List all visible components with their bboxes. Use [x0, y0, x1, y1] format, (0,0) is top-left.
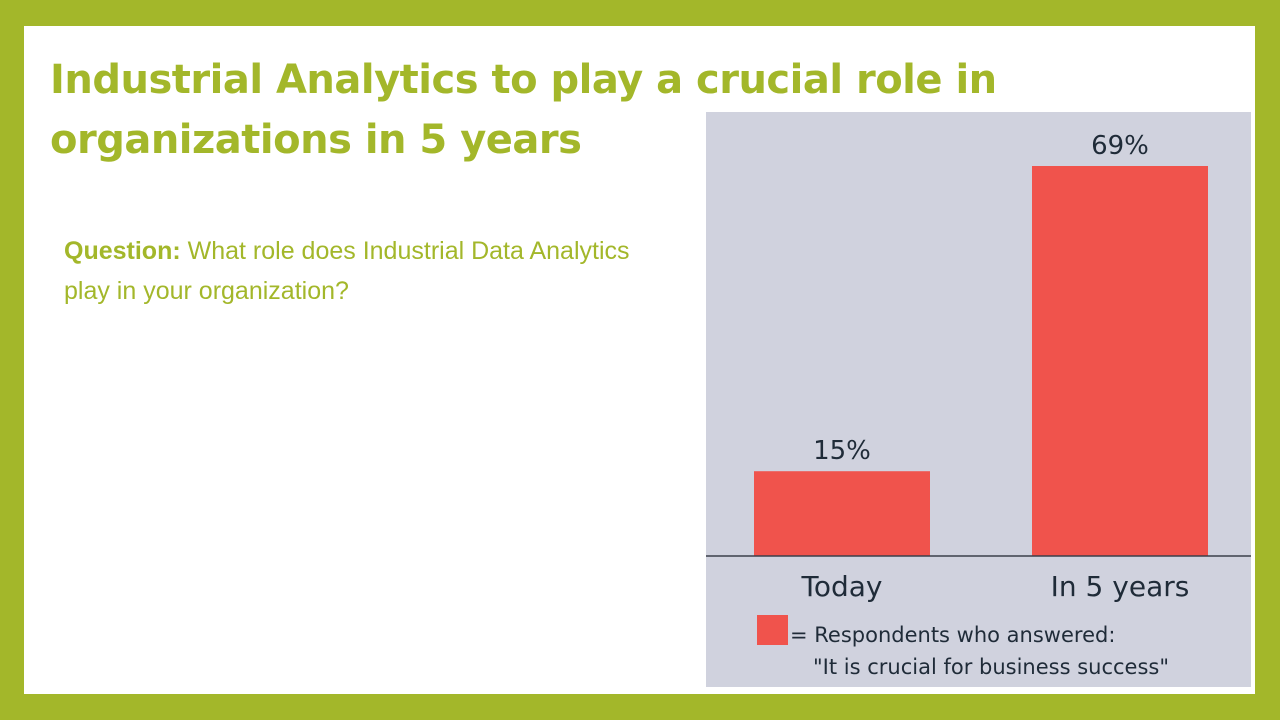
- legend-text-line2: "It is crucial for business success": [813, 655, 1169, 679]
- category-labels-group: Today In 5 years: [801, 570, 1190, 603]
- legend-text-line1: = Respondents who answered:: [790, 623, 1115, 647]
- bar-value-label-1: 15%: [813, 436, 871, 466]
- legend-swatch: [757, 615, 788, 645]
- category-label-1: Today: [801, 570, 883, 603]
- bar-value-label-2: 69%: [1091, 131, 1149, 161]
- question-paragraph: Question: What role does Industrial Data…: [64, 231, 664, 311]
- bar-chart: 15% 69% Today In 5 years = Respondents who…: [706, 112, 1251, 687]
- legend: = Respondents who answered: "It is cruci…: [757, 615, 1169, 679]
- bar-1: [754, 471, 930, 556]
- category-label-2: In 5 years: [1051, 570, 1190, 603]
- bar-2: [1032, 166, 1208, 556]
- bar-chart-panel: 15% 69% Today In 5 years = Respondents who…: [706, 112, 1251, 687]
- question-label: Question:: [64, 237, 181, 265]
- slide-title: Industrial Analytics to play a crucial r…: [50, 57, 997, 163]
- question-text: What role does Industrial Data Analytics…: [64, 237, 630, 305]
- bars-group: 15% 69%: [754, 131, 1208, 556]
- slide-canvas: Industrial Analytics to play a crucial r…: [24, 26, 1255, 694]
